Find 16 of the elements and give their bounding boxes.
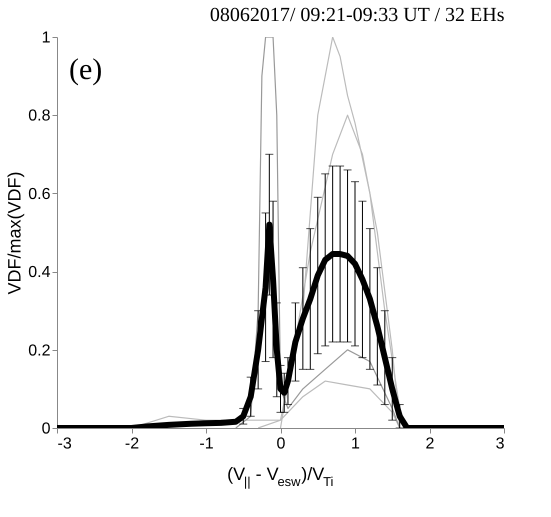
x-tick-label: -3	[58, 436, 72, 452]
chart-title: 08062017/ 09:21-09:33 UT / 32 EHs	[210, 4, 505, 26]
annotation: (e)	[69, 53, 102, 86]
y-tick-label: 0.8	[28, 108, 51, 125]
y-tick-label: 0	[42, 420, 51, 438]
y-tick-label: 1	[42, 30, 51, 46]
y-axis-title: VDF/max(VDF)	[4, 172, 24, 294]
x-tick-label: 0	[276, 436, 286, 452]
x-tick-label: -2	[124, 436, 140, 452]
x-tick-label: 1	[351, 436, 360, 452]
y-tick-label: 0.6	[28, 186, 51, 203]
y-tick-label: 0.4	[28, 264, 51, 282]
x-tick-label: 3	[496, 436, 505, 452]
y-tick-label: 0.2	[28, 342, 51, 360]
x-tick-label: -1	[199, 436, 214, 452]
x-tick-label: 2	[426, 436, 435, 452]
